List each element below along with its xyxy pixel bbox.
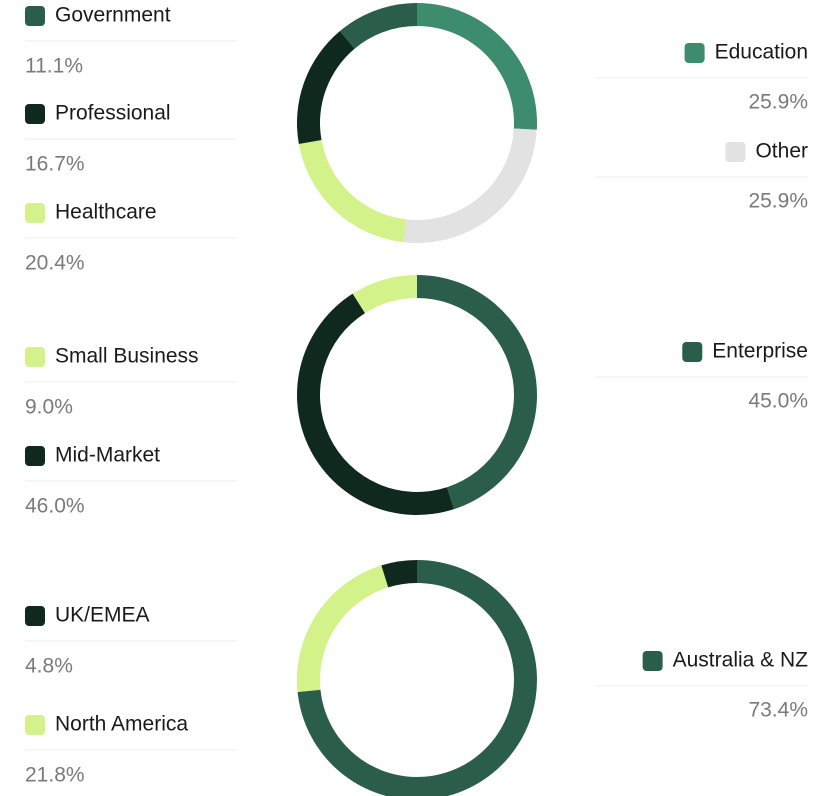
- legend-label: Healthcare: [55, 201, 157, 224]
- donut-segment: [298, 139, 407, 243]
- donut-segment: [403, 128, 537, 243]
- legend-swatch: [25, 203, 45, 223]
- legend-value: 11.1%: [25, 55, 83, 78]
- legend-label: Mid-Market: [55, 444, 160, 467]
- legend-label: Enterprise: [712, 340, 808, 363]
- legend-swatch: [25, 104, 45, 124]
- legend-label: Australia & NZ: [673, 649, 809, 672]
- legend-swatch: [25, 446, 45, 466]
- legend-value: 25.9%: [748, 91, 808, 114]
- legend-swatch: [682, 342, 703, 362]
- legend-label: UK/EMEA: [55, 604, 150, 627]
- legend-value: 20.4%: [25, 252, 85, 275]
- legend-value: 16.7%: [25, 153, 85, 176]
- donut-segment: [297, 31, 355, 145]
- donut-segment: [352, 275, 417, 314]
- donut-segment: [417, 275, 538, 510]
- legend-label: Education: [715, 41, 808, 64]
- donut-segment: [381, 560, 417, 588]
- donut-segment: [417, 3, 537, 130]
- legend-value: 45.0%: [748, 390, 808, 413]
- legend-swatch: [25, 715, 45, 735]
- legend-swatch: [684, 43, 705, 63]
- donut-segment: [339, 3, 417, 49]
- legend-value: 46.0%: [25, 495, 85, 518]
- legend-value: 73.4%: [748, 699, 808, 722]
- legend-swatch: [25, 347, 45, 367]
- legend-label: Professional: [55, 102, 171, 125]
- legend-swatch: [725, 142, 746, 162]
- legend-label: North America: [55, 713, 188, 736]
- legend-value: 4.8%: [25, 655, 73, 678]
- legend-label: Government: [55, 4, 171, 27]
- legend-label: Other: [755, 140, 808, 163]
- legend-value: 25.9%: [748, 190, 808, 213]
- legend-value: 21.8%: [25, 764, 85, 787]
- legend-swatch: [25, 6, 45, 26]
- legend-swatch: [642, 651, 663, 671]
- donut-segment: [297, 293, 455, 515]
- legend-label: Small Business: [55, 345, 199, 368]
- legend-value: 9.0%: [25, 396, 73, 419]
- donut-segment: [296, 565, 389, 693]
- legend-swatch: [25, 606, 45, 626]
